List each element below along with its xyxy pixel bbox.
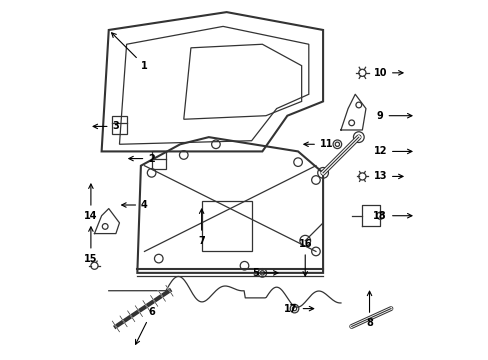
Text: 11: 11 bbox=[303, 139, 333, 149]
Text: 2: 2 bbox=[128, 154, 155, 163]
Text: 7: 7 bbox=[198, 209, 204, 246]
Text: 1: 1 bbox=[111, 33, 147, 71]
Text: 8: 8 bbox=[366, 291, 372, 328]
Text: 13: 13 bbox=[373, 171, 402, 181]
Bar bbox=[151, 152, 165, 169]
Text: 16: 16 bbox=[298, 239, 311, 276]
Text: 18: 18 bbox=[373, 211, 411, 221]
Text: 4: 4 bbox=[122, 200, 147, 210]
Text: 6: 6 bbox=[135, 307, 155, 344]
Text: 17: 17 bbox=[284, 303, 313, 314]
Text: 3: 3 bbox=[93, 121, 119, 131]
Text: 9: 9 bbox=[376, 111, 411, 121]
Bar bbox=[112, 116, 126, 134]
Text: 14: 14 bbox=[84, 184, 98, 221]
Text: 12: 12 bbox=[373, 147, 411, 157]
Text: 10: 10 bbox=[373, 68, 402, 78]
Text: 5: 5 bbox=[251, 268, 277, 278]
Text: 15: 15 bbox=[84, 227, 98, 264]
